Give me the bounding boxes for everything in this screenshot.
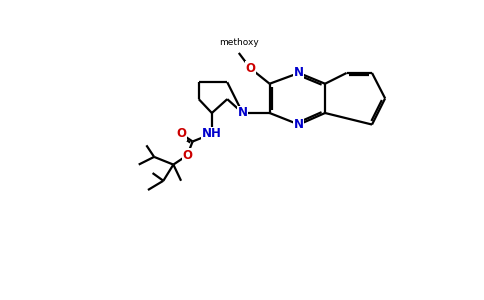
Text: methoxy: methoxy (219, 38, 258, 47)
Text: N: N (294, 118, 304, 131)
Text: N: N (294, 67, 304, 80)
Text: O: O (245, 62, 256, 75)
Text: O: O (182, 149, 192, 162)
Text: O: O (176, 127, 186, 140)
Text: NH: NH (202, 127, 222, 140)
Text: N: N (238, 106, 248, 119)
